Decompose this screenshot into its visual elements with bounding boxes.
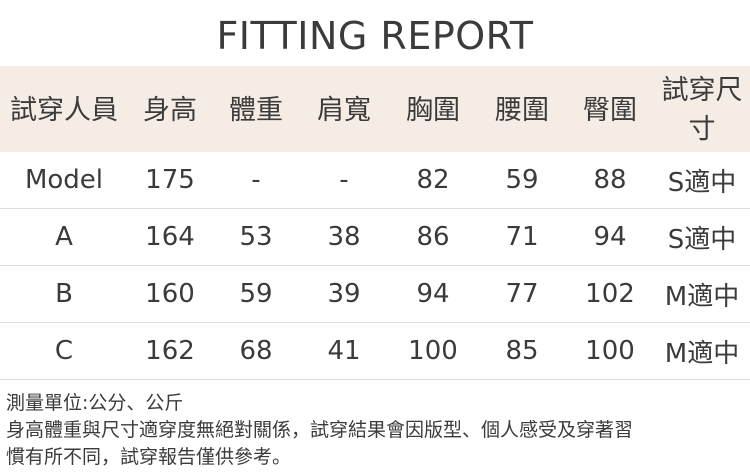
column-header-shoulder: 肩寬	[300, 66, 388, 152]
note-line-3: 慣有所不同，試穿報告僅供參考。	[6, 445, 292, 468]
column-header-hip: 臀圍	[566, 66, 654, 152]
cell-waist: 85	[478, 322, 566, 380]
column-header-tester: 試穿人員	[0, 66, 128, 152]
cell-height: 175	[128, 152, 212, 209]
column-header-weight: 體重	[212, 66, 300, 152]
notes-block: 測量單位:公分、公斤 身高體重與尺寸適穿度無絕對關係，試穿結果會因版型、個人感受…	[0, 380, 750, 471]
note-line-2: 身高體重與尺寸適穿度無絕對關係，試穿結果會因版型、個人感受及穿著習	[6, 418, 634, 441]
cell-waist: 71	[478, 208, 566, 266]
cell-weight: 59	[212, 265, 300, 323]
cell-size: M適中	[654, 322, 750, 380]
cell-bust: 82	[388, 152, 478, 209]
cell-shoulder: 38	[300, 208, 388, 266]
cell-height: 164	[128, 208, 212, 266]
cell-height: 160	[128, 265, 212, 323]
cell-weight: 53	[212, 208, 300, 266]
cell-bust: 100	[388, 322, 478, 380]
cell-hip: 100	[566, 322, 654, 380]
cell-size: M適中	[654, 265, 750, 323]
cell-bust: 94	[388, 265, 478, 323]
cell-weight: 68	[212, 322, 300, 380]
table-row: B 160 59 39 94 77 102 M適中	[0, 265, 750, 323]
cell-shoulder: 41	[300, 322, 388, 380]
table-body: Model 175 - - 82 59 88 S適中 A 164 53 38 8…	[0, 152, 750, 380]
cell-tester: A	[0, 208, 128, 266]
cell-hip: 94	[566, 208, 654, 266]
table-row: A 164 53 38 86 71 94 S適中	[0, 208, 750, 266]
table-row: Model 175 - - 82 59 88 S適中	[0, 152, 750, 209]
cell-height: 162	[128, 322, 212, 380]
cell-tester: Model	[0, 152, 128, 209]
column-header-height: 身高	[128, 66, 212, 152]
cell-shoulder: -	[300, 152, 388, 209]
fitting-report-table: 試穿人員 身高 體重 肩寬 胸圍 腰圍 臀圍 試穿尺寸 Model 175 - …	[0, 66, 750, 380]
cell-size: S適中	[654, 152, 750, 209]
cell-waist: 59	[478, 152, 566, 209]
page-title: FITTING REPORT	[216, 14, 534, 58]
table-row: C 162 68 41 100 85 100 M適中	[0, 322, 750, 380]
table-header: 試穿人員 身高 體重 肩寬 胸圍 腰圍 臀圍 試穿尺寸	[0, 66, 750, 152]
cell-weight: -	[212, 152, 300, 209]
table-header-row: 試穿人員 身高 體重 肩寬 胸圍 腰圍 臀圍 試穿尺寸	[0, 66, 750, 152]
cell-tester: C	[0, 322, 128, 380]
cell-waist: 77	[478, 265, 566, 323]
cell-bust: 86	[388, 208, 478, 266]
cell-size: S適中	[654, 208, 750, 266]
cell-tester: B	[0, 265, 128, 323]
column-header-waist: 腰圍	[478, 66, 566, 152]
column-header-bust: 胸圍	[388, 66, 478, 152]
cell-hip: 88	[566, 152, 654, 209]
cell-hip: 102	[566, 265, 654, 323]
column-header-size: 試穿尺寸	[654, 66, 750, 152]
cell-shoulder: 39	[300, 265, 388, 323]
note-line-1: 測量單位:公分、公斤	[6, 392, 184, 414]
